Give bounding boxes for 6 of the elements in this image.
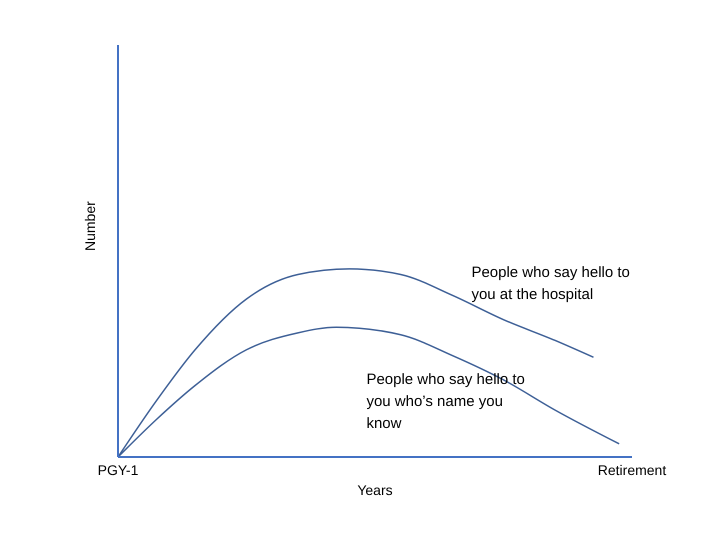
x-tick-label: PGY-1 bbox=[98, 462, 139, 478]
y-axis-title: Number bbox=[82, 200, 98, 251]
x-axis-title: Years bbox=[357, 482, 393, 498]
x-tick-label: Retirement bbox=[598, 462, 666, 478]
series-label: People who say hello to you who’s name you know bbox=[366, 370, 526, 434]
series-label: People who say hello to you at the hospital bbox=[471, 263, 631, 306]
